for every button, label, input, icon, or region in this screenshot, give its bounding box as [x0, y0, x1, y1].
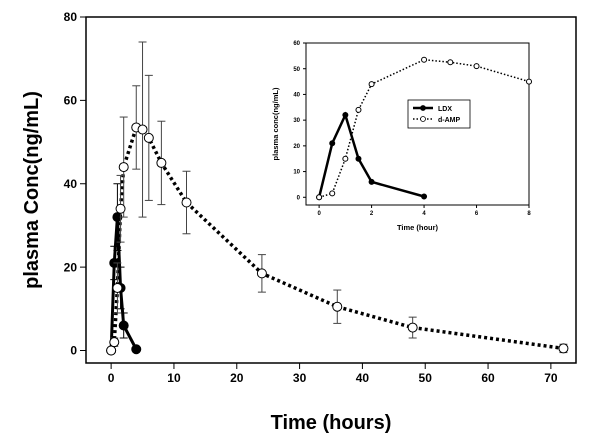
data-point	[342, 155, 349, 162]
x-tick-label: 0	[108, 371, 115, 385]
y-tick-label: 40	[293, 93, 300, 99]
data-point	[106, 345, 117, 356]
legend-label: LDX	[438, 106, 452, 113]
data-point	[526, 78, 532, 85]
data-point	[332, 301, 343, 312]
plot-frame	[85, 16, 577, 364]
data-point	[131, 344, 142, 355]
data-point	[558, 343, 569, 354]
data-point	[342, 112, 349, 118]
data-point	[421, 193, 428, 200]
legend-label: d-AMP	[438, 117, 460, 124]
data-point	[447, 59, 454, 66]
y-axis-title: plasma conc(ng/mL)	[271, 87, 280, 160]
data-point	[329, 140, 336, 147]
x-tick-label: 30	[293, 371, 307, 385]
y-tick-label: 60	[293, 41, 300, 47]
data-point	[156, 157, 167, 168]
y-tick-label: 0	[70, 344, 77, 358]
data-point	[421, 56, 428, 63]
data-point	[143, 132, 154, 143]
x-tick-label: 0	[317, 211, 321, 217]
y-axis-title: plasma Conc(ng/mL)	[21, 91, 43, 289]
data-point	[256, 268, 267, 279]
y-tick-label: 50	[293, 67, 300, 73]
data-point	[407, 322, 418, 333]
y-tick-label: 0	[297, 195, 301, 201]
data-point	[473, 63, 480, 70]
x-axis-title: Time (hour)	[397, 223, 439, 232]
data-point	[109, 337, 120, 348]
data-point	[118, 162, 129, 173]
x-tick-label: 60	[481, 371, 495, 385]
x-tick-label: 50	[419, 371, 433, 385]
x-tick-label: 70	[544, 371, 558, 385]
data-point	[137, 124, 148, 135]
data-point	[115, 203, 126, 214]
data-point	[118, 320, 129, 331]
y-tick-label: 20	[64, 260, 78, 274]
y-tick-label: 60	[64, 94, 78, 108]
inset-chart: 0 2 4 6 8 0 10 20 30 40 50 60 Time (hour) plasma conc…	[271, 41, 532, 232]
legend-marker	[420, 105, 426, 111]
data-point	[355, 106, 362, 113]
x-tick-label: 4	[422, 211, 426, 217]
x-tick-label: 20	[230, 371, 244, 385]
data-point	[112, 282, 123, 293]
y-tick-label: 40	[64, 177, 78, 191]
x-axis-title: Time (hours)	[271, 412, 392, 433]
y-tick-label: 30	[293, 118, 300, 124]
data-point	[368, 178, 375, 185]
data-point	[316, 194, 323, 201]
x-tick-label: 40	[356, 371, 370, 385]
data-point	[329, 190, 336, 197]
x-tick-label: 6	[475, 211, 479, 217]
data-point	[181, 197, 192, 208]
data-point	[355, 155, 362, 162]
y-tick-label: 10	[293, 170, 300, 176]
legend-box	[407, 99, 471, 129]
plot-frame	[305, 42, 530, 206]
legend-marker	[420, 116, 426, 122]
x-tick-label: 10	[167, 371, 181, 385]
y-tick-label: 80	[64, 10, 78, 24]
y-tick-label: 20	[293, 144, 300, 150]
x-tick-label: 2	[370, 211, 374, 217]
x-tick-label: 8	[527, 211, 531, 217]
data-point	[368, 81, 375, 88]
